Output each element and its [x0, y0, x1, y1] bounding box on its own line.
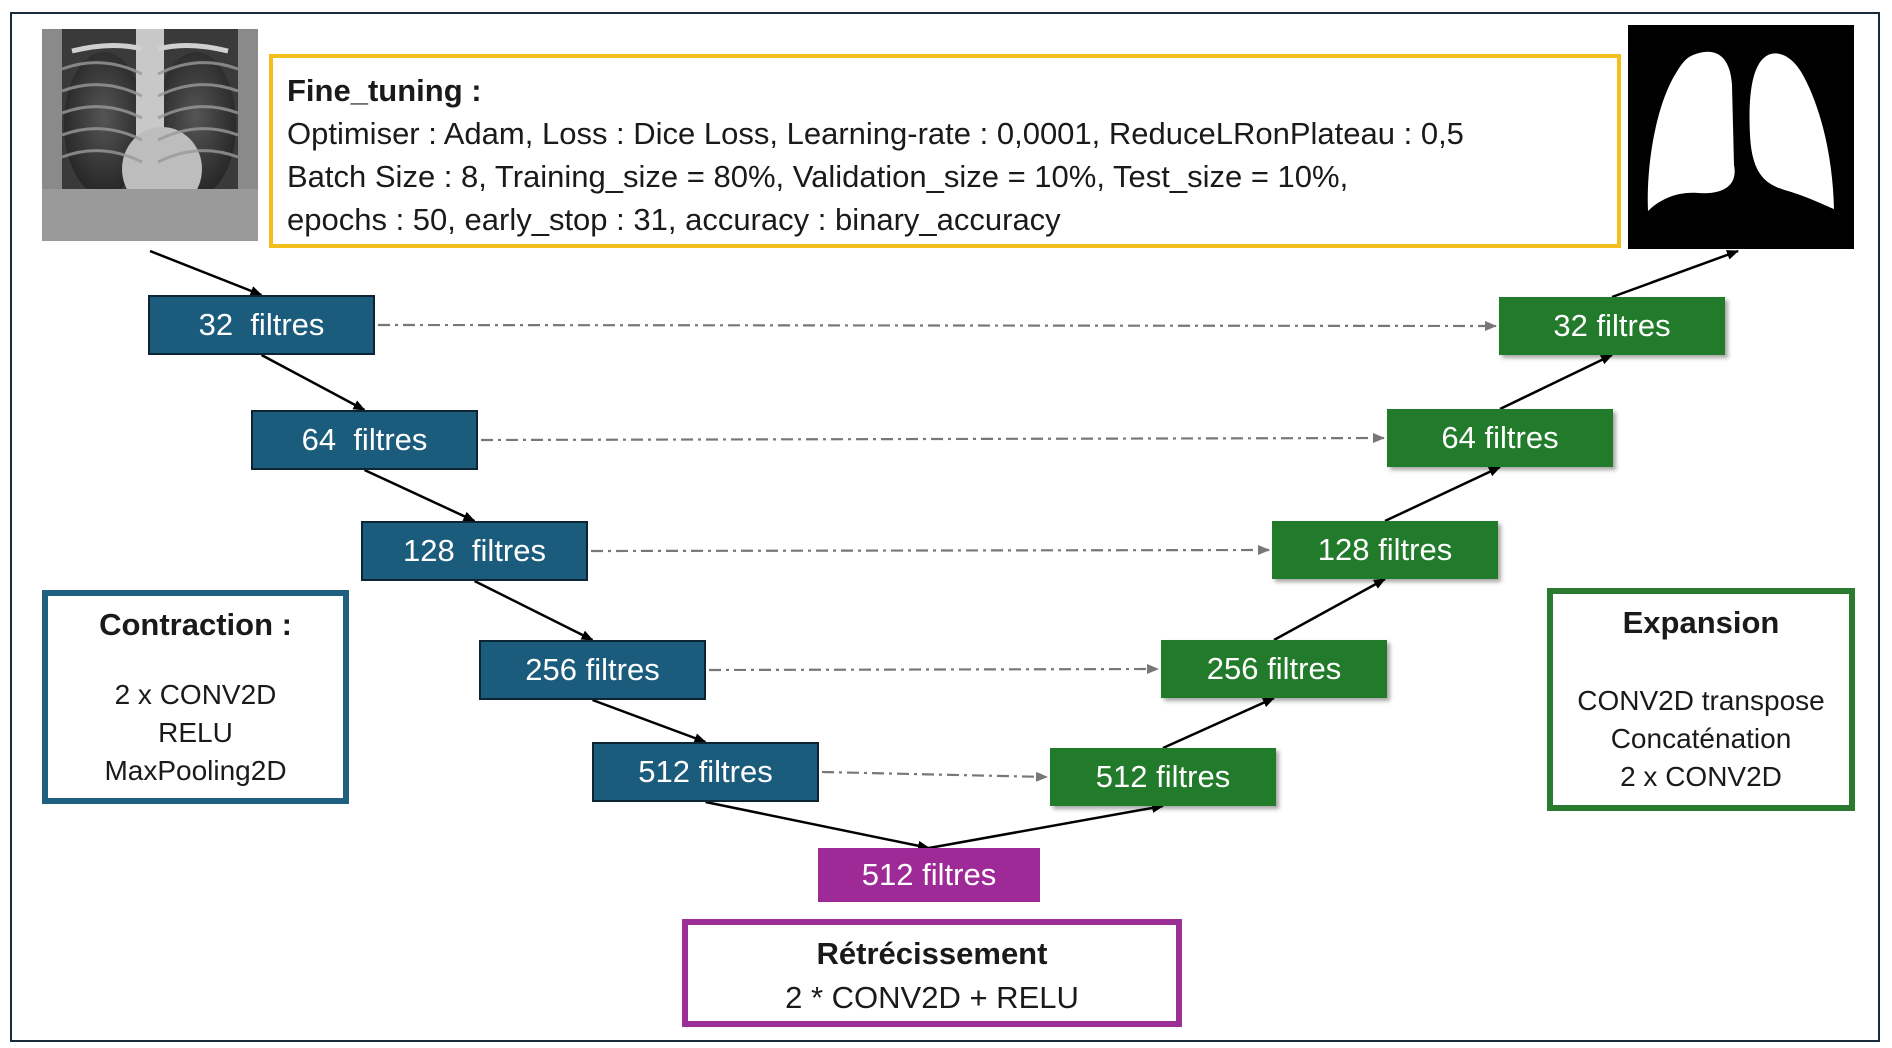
encoder-block-128: 128 filtres: [361, 521, 588, 581]
skip-connection: [708, 664, 1159, 675]
skip-connection: [377, 320, 1497, 331]
up-arrow: [1162, 696, 1275, 750]
input-xray-image: [42, 29, 258, 241]
expansion-legend: Expansion CONV2D transpose Concaténation…: [1547, 588, 1855, 811]
decoder-block-64: 64 filtres: [1387, 409, 1613, 467]
down-arrow: [592, 698, 707, 744]
decoder-block-128: 128 filtres: [1272, 521, 1498, 579]
contraction-legend: Contraction : 2 x CONV2D RELU MaxPooling…: [42, 590, 349, 804]
input-arrow: [149, 249, 263, 297]
retrecissement-legend: Rétrécissement 2 * CONV2D + RELU: [682, 919, 1182, 1027]
fine-tuning-title: Fine_tuning :: [287, 73, 482, 108]
expansion-line: Concaténation: [1610, 723, 1792, 754]
retrecissement-title: Rétrécissement: [816, 936, 1048, 971]
bottleneck-block-512: 512 filtres: [818, 848, 1040, 902]
contraction-line: 2 x CONV2D: [114, 679, 277, 710]
bottleneck-in-arrow: [705, 800, 930, 851]
output-arrow: [1611, 249, 1739, 299]
fine-tuning-line: epochs : 50, early_stop : 31, accuracy :…: [287, 202, 1061, 237]
skip-connection: [821, 770, 1048, 782]
contraction-title: Contraction :: [99, 607, 292, 642]
encoder-block-512: 512 filtres: [592, 742, 819, 802]
down-arrow: [260, 353, 366, 412]
contraction-line: RELU: [158, 717, 233, 748]
contraction-line: MaxPooling2D: [104, 755, 287, 786]
decoder-block-32: 32 filtres: [1499, 297, 1725, 355]
up-arrow: [1384, 465, 1501, 523]
fine-tuning-line: Optimiser : Adam, Loss : Dice Loss, Lear…: [287, 116, 1464, 151]
encoder-block-256: 256 filtres: [479, 640, 706, 700]
decoder-block-512: 512 filtres: [1050, 748, 1276, 806]
down-arrow: [363, 468, 476, 523]
expansion-title: Expansion: [1622, 605, 1780, 640]
diagram-frame: [10, 12, 1880, 1042]
fine-tuning-box: Fine_tuning : Optimiser : Adam, Loss : D…: [269, 54, 1621, 248]
bottleneck-out-arrow: [928, 803, 1164, 850]
encoder-block-32: 32 filtres: [148, 295, 375, 355]
decoder-block-256: 256 filtres: [1161, 640, 1387, 698]
up-arrow: [1499, 353, 1613, 411]
fine-tuning-line: Batch Size : 8, Training_size = 80%, Val…: [287, 159, 1349, 194]
skip-connection: [590, 545, 1270, 556]
encoder-block-64: 64 filtres: [251, 410, 478, 470]
output-lung-mask-image: [1628, 25, 1854, 249]
up-arrow: [1273, 577, 1386, 642]
expansion-line: CONV2D transpose: [1577, 685, 1825, 716]
expansion-line: 2 x CONV2D: [1620, 761, 1782, 792]
retrecissement-line: 2 * CONV2D + RELU: [785, 980, 1079, 1015]
down-arrow: [473, 579, 594, 642]
skip-connection: [480, 433, 1385, 444]
